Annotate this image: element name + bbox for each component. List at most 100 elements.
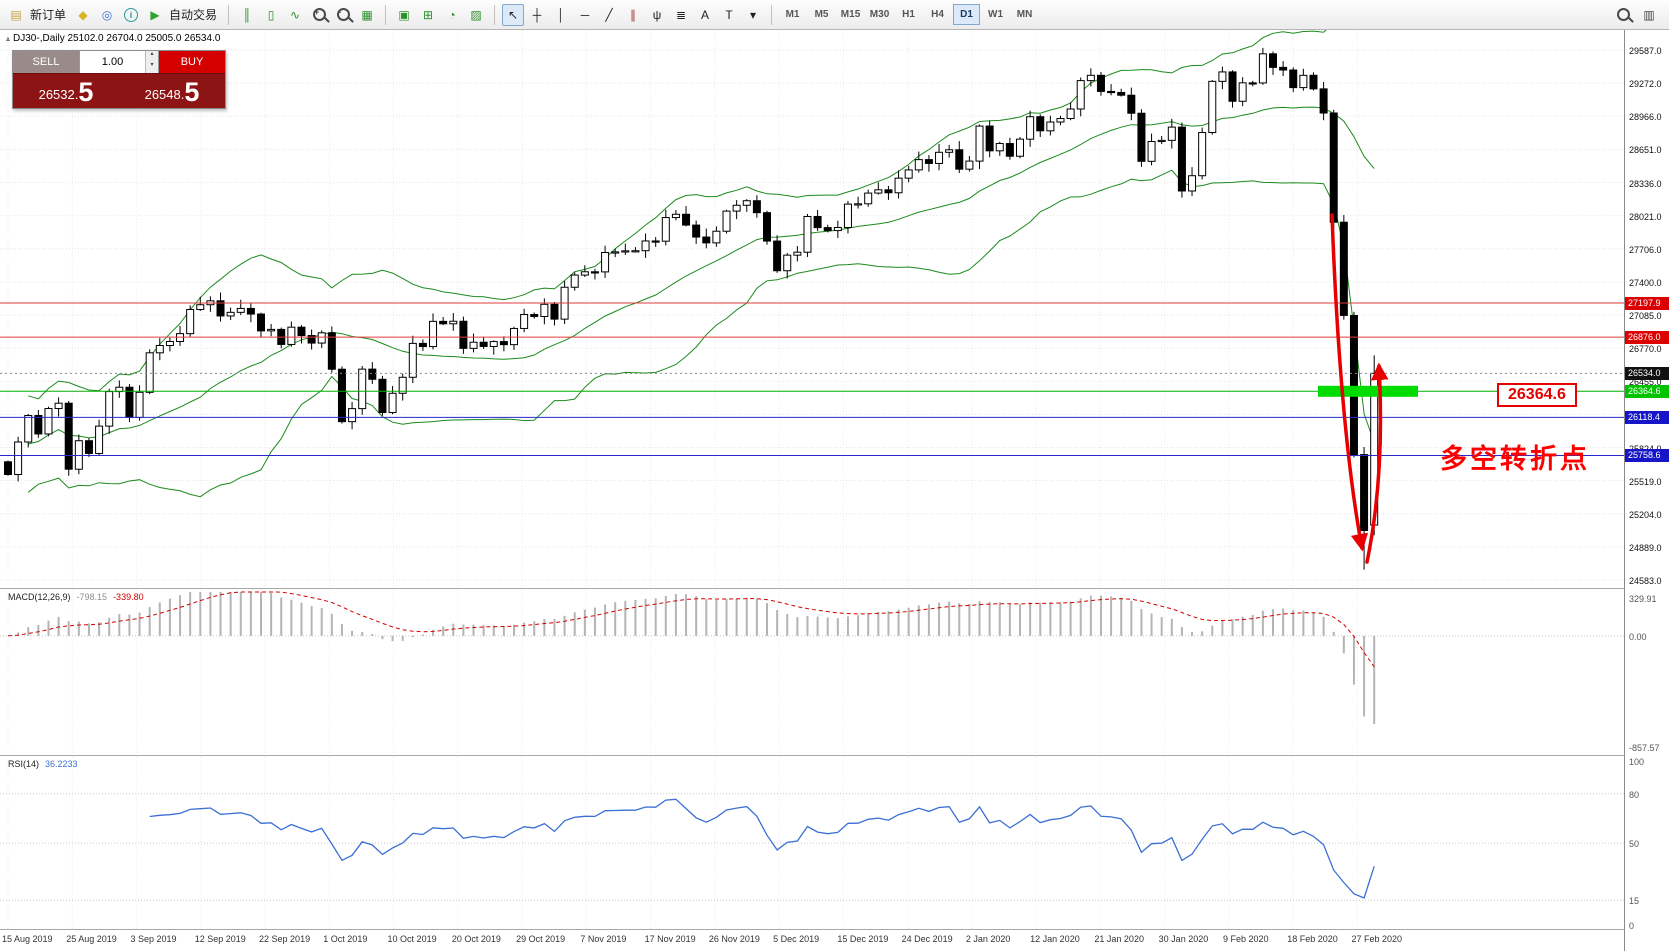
periods-button[interactable]: ◔ — [448, 7, 456, 22]
one-click-panel-toggle-icon[interactable]: ▴ — [6, 34, 11, 43]
channel-tool[interactable]: ∥ — [630, 7, 637, 22]
auto-trading-button-label[interactable]: 自动交易 — [169, 8, 218, 22]
date-axis-label: 29 Oct 2019 — [516, 934, 566, 944]
navigator-icon[interactable]: ◎ — [101, 7, 113, 22]
arrange-charts-icon[interactable]: ▣ — [398, 7, 410, 22]
macd-header: MACD(12,26,9) -798.15 -339.80 — [8, 592, 144, 602]
date-axis-label: 3 Sep 2019 — [130, 934, 177, 944]
new-order-button[interactable]: ▤ — [10, 7, 22, 22]
timeframe-m30[interactable]: M30 — [869, 9, 890, 20]
indicators-button[interactable]: ⊞ — [423, 7, 434, 22]
sell-price[interactable]: 26532. 5 — [13, 74, 119, 108]
buy-price-big: 5 — [184, 77, 200, 107]
rsi-label: RSI(14) — [8, 759, 40, 769]
timeframe-w1[interactable]: W1 — [988, 9, 1004, 20]
panel-separator — [0, 929, 1669, 930]
tile-windows-icon[interactable]: ▦ — [361, 7, 373, 22]
bollinger-bands — [27, 30, 1375, 498]
charts-icon[interactable]: ◆ — [78, 7, 88, 22]
one-click-trade-panel: SELL 1.00 ▴ ▾ BUY 26532. 5 26548. 5 — [12, 50, 226, 109]
price-axis-label: 0.00 — [1629, 631, 1647, 642]
search-icon[interactable] — [1612, 4, 1634, 26]
timeframe-m15[interactable]: M15 — [840, 9, 861, 20]
auto-trading-button[interactable]: ▶ — [150, 7, 160, 22]
date-axis-label: 5 Dec 2019 — [773, 934, 820, 944]
toolbar-separator — [771, 4, 773, 25]
cursor-tool[interactable]: ↖ — [502, 3, 525, 26]
zoom-out-icon[interactable]: - — [332, 4, 354, 26]
volume-box: 1.00 ▴ ▾ — [79, 51, 159, 73]
rsi-panel[interactable] — [0, 757, 1624, 929]
new-order-button-label[interactable]: 新订单 — [30, 8, 67, 22]
candlestick-chart-type-icon[interactable]: ▯ — [267, 7, 275, 22]
shapes-tool[interactable]: ▾ — [750, 7, 757, 22]
price-axis-label: 25824.0 — [1629, 444, 1662, 454]
panel-separator[interactable] — [0, 588, 1669, 589]
bar-chart-type-icon[interactable]: ║ — [242, 7, 252, 22]
volume-down-button[interactable]: ▾ — [146, 62, 158, 73]
vertical-line-tool[interactable]: │ — [557, 7, 565, 22]
price-axis-label: 28021.0 — [1629, 211, 1662, 222]
symbol-ohlc-text: DJ30-,Daily 25102.0 26704.0 25005.0 2653… — [13, 33, 221, 44]
timeframe-d1[interactable]: D1 — [953, 4, 981, 25]
price-axis-label: 29272.0 — [1629, 79, 1662, 90]
label-tool[interactable]: T — [725, 7, 733, 22]
text-tool[interactable]: A — [701, 7, 710, 22]
date-axis-label: 12 Jan 2020 — [1030, 934, 1080, 944]
price-axis-label: 100 — [1629, 757, 1645, 767]
timeframe-h4[interactable]: H4 — [931, 9, 944, 20]
date-axis-label: 17 Nov 2019 — [644, 934, 696, 944]
price-marker-26364.6: 26364.6 — [1625, 384, 1669, 398]
sell-price-main: 26532. — [38, 87, 79, 102]
volume-up-button[interactable]: ▴ — [146, 51, 158, 62]
timeframe-h1[interactable]: H1 — [902, 9, 915, 20]
search-icon-glyph — [1616, 8, 1630, 21]
price-marker-26876.0: 26876.0 — [1625, 330, 1669, 344]
layouts-icon[interactable]: ▥ — [1643, 7, 1655, 22]
buy-button[interactable]: BUY — [159, 51, 225, 73]
crosshair-tool[interactable]: ┼ — [532, 7, 542, 22]
price-marker-26118.4: 26118.4 — [1625, 410, 1669, 424]
price-marker-27197.9: 27197.9 — [1625, 296, 1669, 310]
macd-panel[interactable] — [0, 590, 1624, 755]
macd-signal-line — [7, 591, 1375, 668]
rsi-grid — [0, 757, 1624, 929]
rsi-header: RSI(14) 36.2233 — [8, 759, 78, 769]
timeframe-m1[interactable]: M1 — [785, 9, 800, 20]
date-axis-label: 26 Nov 2019 — [708, 934, 760, 944]
volume-input[interactable]: 1.00 — [101, 56, 124, 68]
support-highlight-bar[interactable] — [1318, 385, 1418, 397]
templates-button[interactable]: ▨ — [470, 7, 482, 22]
price-axis-label: 26770.0 — [1629, 344, 1662, 355]
price-marker-25758.6: 25758.6 — [1625, 448, 1669, 462]
horizontal-line-tool[interactable]: ─ — [580, 7, 590, 22]
symbol-info: ▴ DJ30-,Daily 25102.0 26704.0 25005.0 265… — [6, 33, 220, 44]
date-axis-label: 7 Nov 2019 — [580, 934, 627, 944]
zoom-in-icon[interactable]: + — [308, 4, 330, 26]
date-axis[interactable]: 15 Aug 2019 25 Aug 2019 3 Sep 2019 12 Sep 2… — [0, 930, 1624, 951]
pitchfork-tool[interactable]: ψ — [652, 7, 662, 22]
price-axis-label: 27085.0 — [1629, 311, 1662, 321]
info-icon[interactable]: i — [120, 4, 142, 26]
price-axis-label: 28966.0 — [1629, 112, 1662, 123]
fibonacci-tool[interactable]: ≣ — [676, 7, 687, 22]
macd-label: MACD(12,26,9) — [8, 592, 71, 602]
price-axis[interactable]: 29587.0 29272.0 28966.0 28651.0 28336.0 28021… — [1624, 30, 1669, 951]
main-chart[interactable] — [0, 30, 1624, 588]
date-axis-label: 25 Aug 2019 — [66, 934, 117, 944]
panel-separator[interactable] — [0, 755, 1669, 756]
price-axis-label: 29587.0 — [1629, 46, 1662, 56]
line-chart-type-icon[interactable]: ∿ — [290, 7, 301, 22]
sell-button[interactable]: SELL — [13, 51, 79, 73]
timeframe-mn[interactable]: MN — [1016, 9, 1033, 20]
price-axis-label: 27706.0 — [1629, 244, 1662, 255]
trendline-tool[interactable]: ╱ — [605, 7, 613, 22]
object-lines — [0, 302, 1624, 456]
buy-price[interactable]: 26548. 5 — [119, 74, 225, 108]
timeframe-m5[interactable]: M5 — [814, 9, 829, 20]
price-axis-label: 25204.0 — [1629, 509, 1662, 520]
date-axis-label: 1 Oct 2019 — [323, 934, 368, 944]
date-axis-label: 22 Sep 2019 — [259, 934, 311, 944]
macd-main-value: -798.15 — [76, 592, 108, 602]
